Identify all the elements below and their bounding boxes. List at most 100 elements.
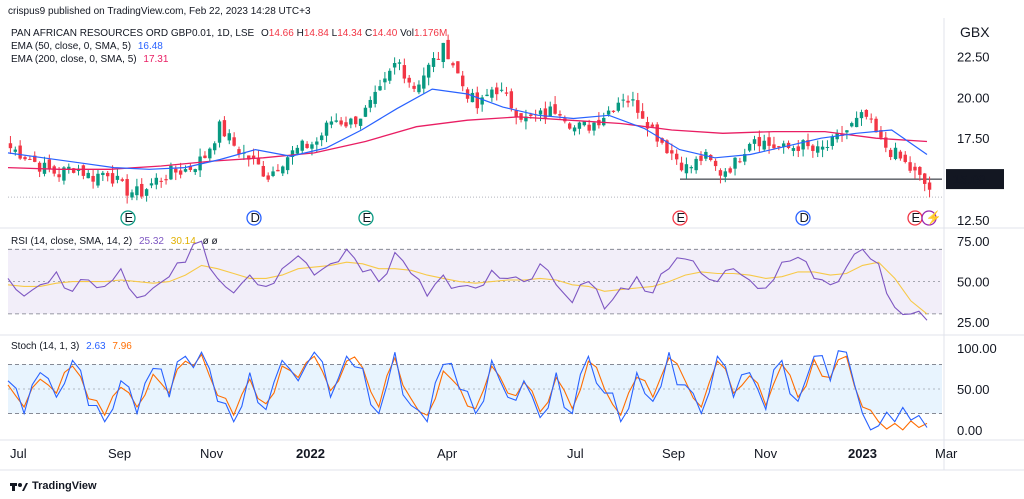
rsi-legend: RSI (14, close, SMA, 14, 2) 25.32 30.14 … (11, 236, 218, 247)
earnings-marker-letter: E (363, 210, 372, 225)
candle-body (28, 158, 32, 160)
candle-body (888, 149, 893, 158)
ohlc-low-label: L (331, 28, 338, 39)
candle-body (592, 122, 596, 131)
candle-body (363, 107, 368, 117)
candle-body (781, 143, 786, 147)
candle-body (572, 127, 577, 132)
candle-body (52, 166, 56, 174)
candle-body (431, 58, 436, 67)
ema200-legend: EMA (200, close, 0, SMA, 5) 17.31 (11, 54, 168, 65)
candle-body (495, 87, 499, 95)
candle-body (602, 117, 606, 126)
candle-body (587, 124, 591, 131)
candle-body (514, 110, 518, 117)
earnings-marker-icon (358, 210, 374, 226)
candle-body (237, 149, 241, 155)
earnings-marker-letter: E (125, 210, 134, 225)
stoch-k-value: 2.63 (86, 341, 106, 352)
candle-body (266, 175, 270, 180)
candle-body (923, 173, 927, 184)
earnings-marker-letter: E (677, 210, 686, 225)
candle-body (251, 155, 256, 159)
tradingview-brand: TradingView (32, 480, 97, 492)
ema200-line (7, 116, 928, 170)
candle-body (354, 116, 358, 125)
candle-body (144, 189, 149, 196)
candle-body (271, 171, 275, 176)
candle-body (441, 42, 445, 63)
stoch-d-line (7, 353, 928, 431)
publisher-line: crispus9 published on TradingView.com, F… (8, 6, 311, 17)
candle-body (402, 65, 407, 79)
candle-body (529, 114, 533, 116)
last-price-label: 15.00 (953, 172, 986, 187)
candle-body (606, 110, 611, 115)
rsi-value: 25.32 (138, 236, 164, 247)
dividend-marker-icon (795, 210, 811, 226)
candle-body (91, 175, 95, 182)
dividend-marker-letter: D (800, 210, 809, 225)
symbol-name: PAN AFRICAN RESOURCES ORD GBP0.01, 1D, L… (11, 28, 255, 39)
candle-body (728, 168, 732, 173)
tradingview-logo-icon (10, 483, 28, 491)
ohlc-low-value: 14.34 (337, 28, 363, 39)
candle-body (859, 112, 864, 119)
candle-body (178, 170, 183, 175)
candle-body (645, 122, 650, 129)
candle-body (611, 110, 616, 112)
price-tick-label: 20.00 (957, 90, 990, 105)
candle-body (281, 166, 285, 174)
rsi-sma-value: 30.14 (170, 236, 196, 247)
candle-body (203, 155, 207, 159)
currency-label: GBX (960, 24, 990, 40)
candle-body (426, 64, 431, 78)
candle-body (96, 173, 100, 186)
candle-body (830, 136, 835, 146)
candle-body (509, 91, 514, 109)
candle-body (154, 177, 159, 185)
stoch-d-value: 7.96 (112, 341, 132, 352)
candle-body (820, 146, 825, 150)
x-axis-label: Sep (662, 446, 685, 461)
stoch-legend: Stoch (14, 1, 3) 2.63 7.96 (11, 341, 132, 352)
candle-body (115, 175, 120, 180)
candle-body (358, 118, 363, 126)
candle-body (456, 61, 460, 74)
candle-body (183, 169, 188, 172)
candle-body (130, 192, 134, 198)
candle-body (796, 146, 800, 152)
candle-body (149, 183, 154, 186)
ohlc-close-label: C (365, 28, 373, 39)
candle-body (718, 170, 723, 176)
candle-body (767, 137, 771, 146)
candle-body (733, 157, 737, 169)
candle-body (208, 148, 212, 159)
candle-body (412, 85, 416, 89)
rsi-label: RSI (14, close, SMA, 14, 2) (11, 236, 133, 247)
candle-body (757, 137, 762, 147)
candle-body (636, 100, 640, 113)
ema50-label: EMA (50, close, 0, SMA, 5) (11, 41, 132, 52)
candle-body (446, 39, 450, 60)
stoch-k-line (7, 350, 928, 431)
candle-body (188, 165, 193, 170)
candle-body (422, 75, 426, 89)
candle-body (747, 143, 752, 151)
candle-body (198, 156, 202, 171)
candle-body (417, 84, 421, 93)
candle-body (329, 121, 334, 125)
candle-body (626, 100, 630, 103)
candle-body (392, 62, 397, 68)
candle-body (164, 179, 168, 181)
candle-body (193, 169, 197, 173)
candle-body (8, 143, 13, 149)
candle-body (816, 146, 820, 153)
candle-body (470, 92, 475, 103)
candle-body (670, 150, 674, 154)
candle-body (490, 89, 494, 98)
candle-body (679, 162, 684, 171)
candle-body (582, 121, 586, 126)
candle-body (650, 124, 655, 127)
